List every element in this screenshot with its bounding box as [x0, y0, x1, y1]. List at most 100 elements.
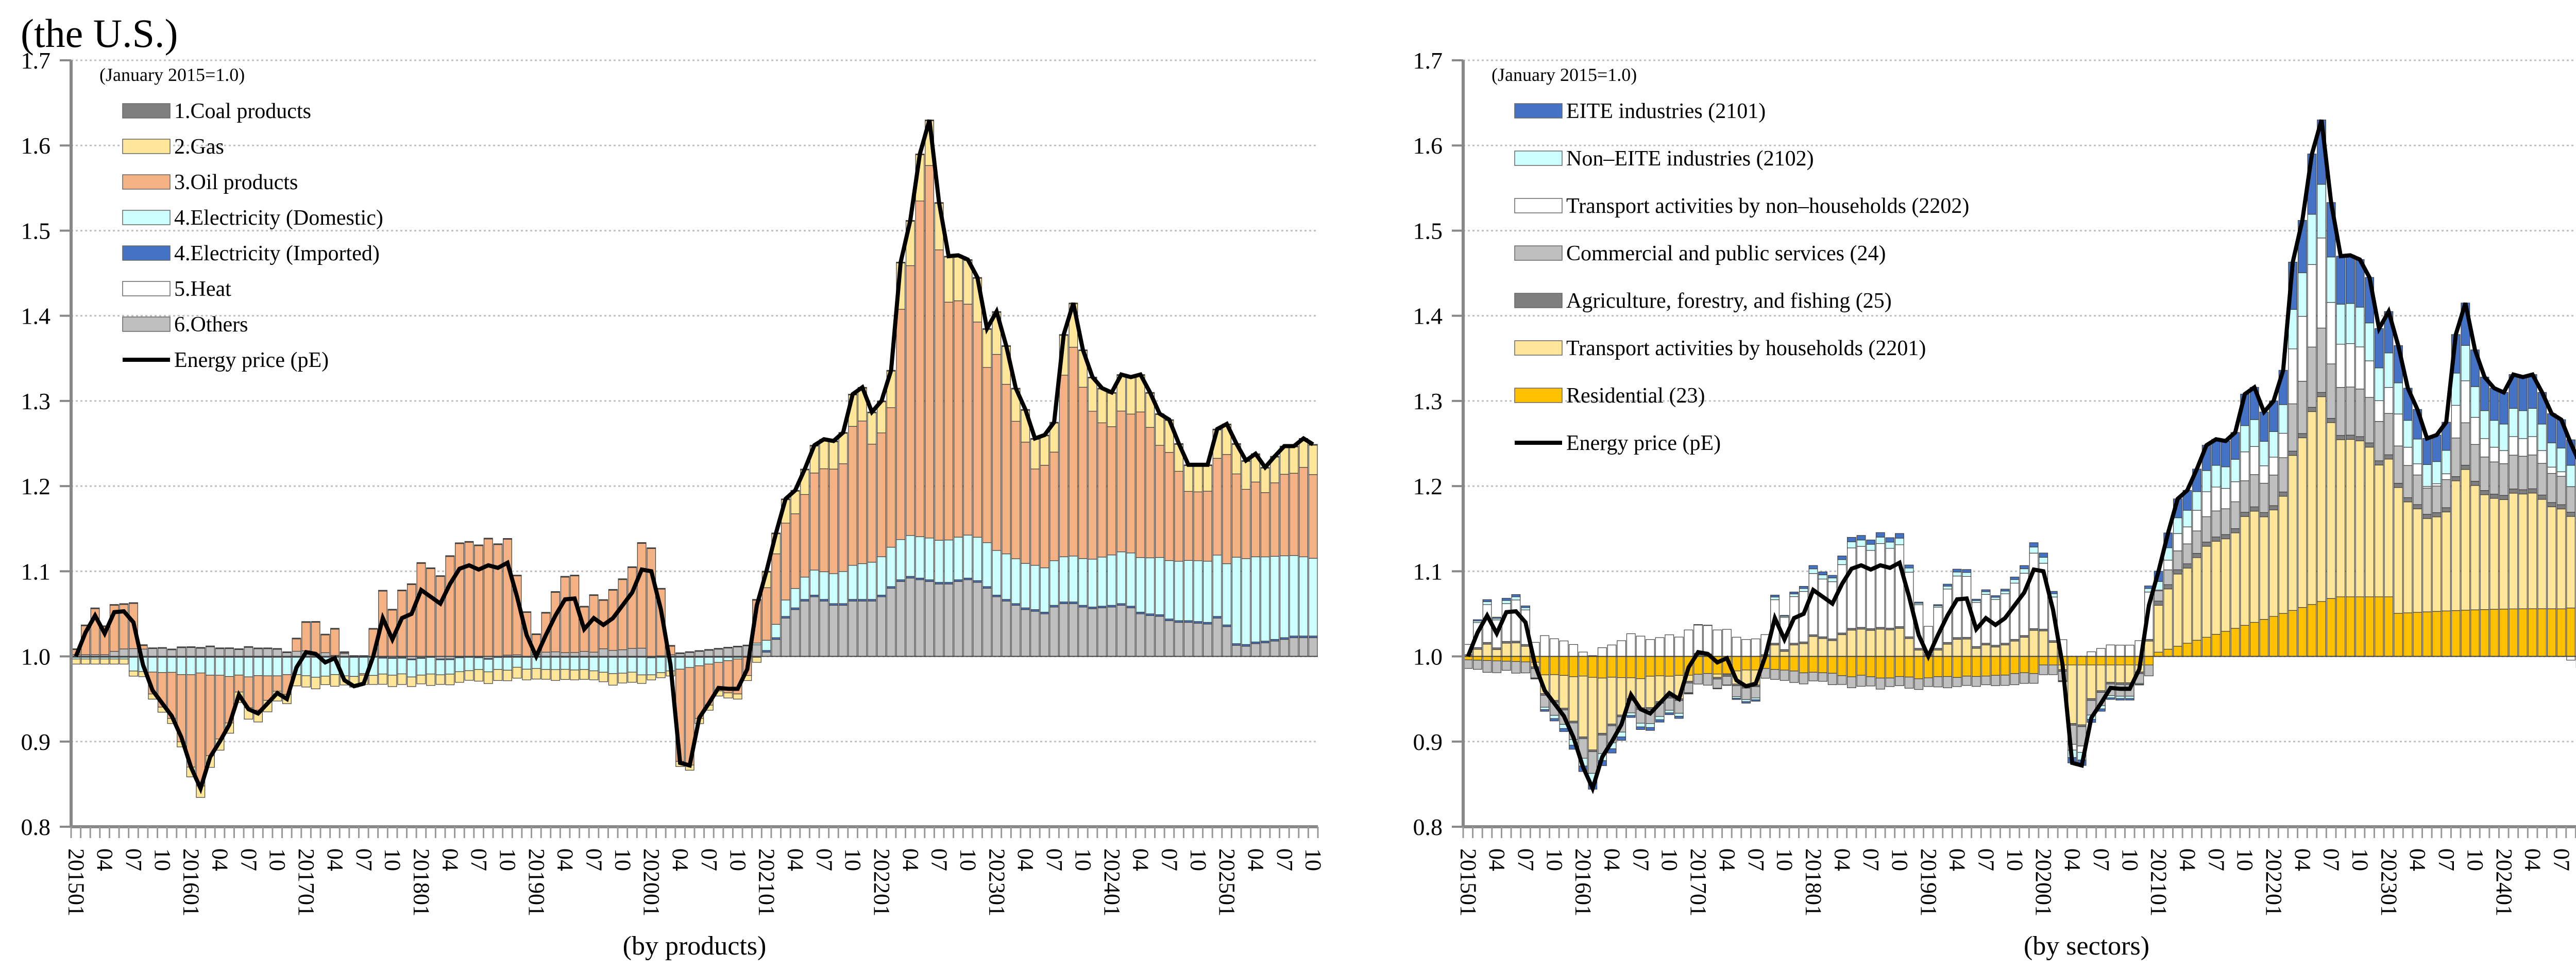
bar-segment-elec_dom — [570, 657, 580, 671]
bar-segment-commercial — [1866, 676, 1876, 687]
bar-segment-elec_dom — [790, 588, 800, 608]
bar-segment-eite — [1473, 619, 1482, 622]
bar-segment-elec_dom — [973, 537, 982, 581]
x-tick-label: 201601 — [179, 848, 204, 916]
bar-segment-tr_hh — [2547, 506, 2556, 609]
bar-segment-residential — [2163, 648, 2173, 657]
bar-segment-eite — [1799, 586, 1808, 589]
bar-segment-elec_dom — [915, 536, 925, 579]
x-tick-label: 04 — [1600, 848, 1625, 871]
bar-segment-oil — [915, 201, 925, 537]
bar-segment-residential — [2307, 604, 2317, 657]
bar-segment-commercial — [1856, 675, 1866, 687]
x-tick-label: 07 — [2434, 848, 2459, 871]
bar-segment-tr_hh — [1492, 649, 1502, 657]
bar-segment-oil — [647, 548, 656, 657]
bar-segment-residential — [2317, 601, 2326, 657]
bar-segment-noneite — [1741, 699, 1751, 702]
bar-segment-eite — [2518, 377, 2528, 411]
bar-segment-agri — [2259, 512, 2269, 517]
bar-segment-gas — [599, 672, 608, 682]
bar-stack — [2125, 645, 2134, 700]
bar-segment-tr_nonhh — [2259, 465, 2269, 484]
bar-stack — [2518, 377, 2528, 657]
bar-segment-tr_nonhh — [2336, 344, 2346, 388]
bar-segment-tr_hh — [2211, 541, 2221, 635]
bar-segment-gas — [129, 671, 138, 677]
bar-segment-gas — [435, 674, 445, 685]
bar-segment-noneite — [1818, 574, 1827, 580]
bar-segment-tr_hh — [2000, 644, 2010, 657]
bar-segment-eite — [2432, 435, 2442, 462]
bar-segment-noneite — [2528, 408, 2537, 437]
bar-segment-residential — [1741, 656, 1751, 671]
bar-stack — [973, 277, 982, 657]
bar-stack — [1665, 634, 1674, 715]
bar-segment-elec_dom — [273, 657, 282, 676]
bar-segment-noneite — [2336, 304, 2346, 345]
bar-segment-elec_dom — [771, 624, 781, 638]
bar-stack — [570, 575, 580, 680]
bar-segment-residential — [2288, 610, 2298, 657]
bar-stack — [2211, 439, 2221, 657]
bar-segment-residential — [2556, 608, 2566, 657]
bar-segment-gas — [1241, 461, 1251, 490]
bar-stack — [2422, 438, 2432, 657]
bar-segment-commercial — [1827, 673, 1837, 686]
bar-stack — [2317, 120, 2326, 657]
bar-segment-oil — [925, 165, 934, 539]
bar-segment-others — [1299, 637, 1308, 657]
bar-segment-others — [781, 617, 790, 657]
bar-stack — [1674, 637, 1684, 719]
bar-segment-gas — [1107, 393, 1116, 427]
bar-segment-elec_dom — [714, 657, 723, 663]
bar-segment-coal — [570, 575, 580, 576]
bar-segment-elec_dom — [1222, 563, 1232, 626]
bar-segment-oil — [1308, 474, 1318, 559]
bar-stack — [647, 547, 656, 680]
bar-segment-residential — [2403, 612, 2413, 657]
bar-segment-tr_hh — [1933, 649, 1943, 657]
bar-segment-others — [1212, 617, 1222, 657]
bar-stack — [1991, 595, 2001, 686]
bar-stack — [1183, 464, 1193, 657]
bar-segment-eite — [1636, 726, 1646, 730]
bar-segment-eite — [1722, 684, 1732, 686]
bar-segment-gas — [637, 674, 647, 684]
bar-segment-eite — [1780, 615, 1789, 617]
bar-segment-noneite — [1991, 597, 2001, 600]
bar-segment-commercial — [1885, 677, 1895, 687]
bar-segment-tr_nonhh — [1598, 647, 1607, 657]
bar-segment-noneite — [1655, 716, 1665, 721]
bar-segment-noneite — [2566, 465, 2575, 487]
base-note: (January 2015=1.0) — [1492, 64, 1637, 85]
bar-segment-eite — [1789, 591, 1799, 594]
bar-segment-others — [944, 583, 954, 657]
bar-stack — [1279, 445, 1289, 657]
x-tick-label: 07 — [1628, 848, 1653, 871]
bar-segment-others — [771, 639, 781, 657]
bar-stack — [1943, 583, 1952, 689]
bar-segment-oil — [973, 322, 982, 538]
bar-segment-elec_dom — [186, 657, 196, 675]
bar-segment-others — [320, 652, 330, 657]
bar-segment-commercial — [2442, 479, 2451, 508]
bar-segment-elec_dom — [944, 540, 954, 583]
bar-segment-residential — [2269, 616, 2278, 657]
bar-segment-noneite — [2403, 420, 2413, 448]
bar-segment-noneite — [2029, 546, 2039, 554]
bar-stack — [896, 261, 906, 657]
bar-segment-commercial — [2499, 463, 2509, 496]
bar-segment-commercial — [1799, 672, 1808, 684]
x-tick-label: 202101 — [2146, 848, 2172, 916]
bar-segment-oil — [1088, 411, 1097, 560]
bar-segment-residential — [2039, 656, 2048, 665]
bar-segment-gas — [580, 669, 589, 680]
bar-segment-tr_hh — [1952, 639, 1962, 657]
bar-segment-others — [618, 649, 628, 657]
bar-segment-commercial — [1943, 676, 1952, 689]
bar-segment-coal — [733, 645, 742, 647]
bar-segment-coal — [704, 649, 714, 650]
x-tick-label: 04 — [323, 848, 348, 871]
bar-segment-noneite — [1482, 601, 1492, 605]
